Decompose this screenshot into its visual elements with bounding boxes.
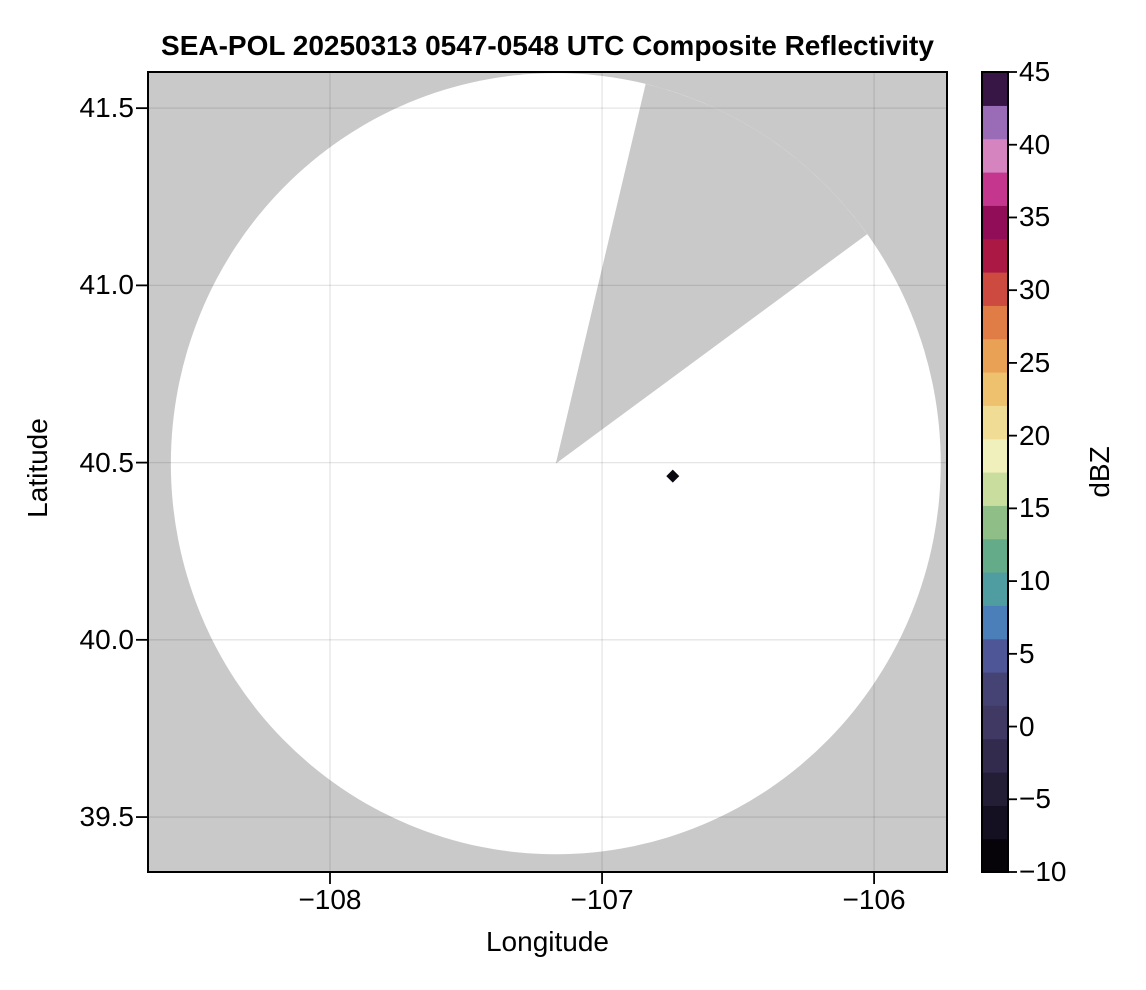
colorbar-tick-label: −10 [1019,856,1067,887]
colorbar-band [982,605,1008,640]
x-axis-label: Longitude [485,926,609,957]
y-tick-label: 39.5 [79,801,135,833]
colorbar-tick-label: 35 [1019,201,1051,233]
reflectivity-echo-point [666,469,680,483]
x-tick-label: −106 [842,884,906,915]
colorbar-band [982,538,1008,573]
plot-title: SEA-POL 20250313 0547-0548 UTC Composite… [161,30,934,61]
grid [148,72,947,872]
colorbar-band [982,838,1008,873]
colorbar-tick-label: 40 [1019,128,1051,160]
colorbar-band [982,172,1008,206]
colorbar-band [982,572,1008,606]
colorbar-tick-label: −5 [1019,783,1051,815]
colorbar-tick-label: 15 [1019,492,1051,524]
colorbar-band [982,238,1008,273]
data-layer [170,73,941,855]
colorbar-tick-label: 0 [1019,710,1035,742]
colorbar-band [982,138,1008,173]
colorbar-tick-label: 10 [1019,565,1051,597]
colorbar-band [982,505,1008,540]
colorbar-label: dBZ [1084,446,1115,498]
y-tick-label: 41.0 [79,269,135,301]
colorbar-band [982,72,1008,106]
colorbar-band [982,372,1008,406]
colorbar-band [982,738,1008,773]
colorbar-band [982,205,1008,240]
y-tick-label: 40.5 [79,446,135,478]
tick-marks [136,107,875,884]
colorbar-tick-label: 5 [1019,637,1035,669]
blocked-sector-wedge [555,83,868,464]
colorbar-outline [981,71,1009,873]
colorbar-band [982,272,1008,306]
colorbar-band [982,638,1008,673]
colorbar-band [982,305,1008,340]
colorbar-band [982,472,1008,506]
x-tick-label: −107 [570,884,634,915]
colorbar-band [982,672,1008,706]
x-tick-label: −108 [298,884,362,915]
colorbar-tick-label: 30 [1019,274,1051,306]
colorbar-band [982,338,1008,373]
colorbar-band [982,405,1008,440]
colorbar [981,71,1017,873]
y-tick-label: 41.5 [79,92,135,124]
colorbar-tick-label: 45 [1019,56,1051,87]
y-tick-label: 40.0 [79,623,135,655]
colorbar-band [982,105,1008,140]
colorbar-band [982,705,1008,740]
colorbar-band [982,438,1008,473]
colorbar-band [982,772,1008,806]
colorbar-tick-label: 20 [1019,419,1051,451]
axes-spine [147,71,948,873]
colorbar-tick-label: 25 [1019,346,1051,378]
colorbar-band [982,805,1008,840]
